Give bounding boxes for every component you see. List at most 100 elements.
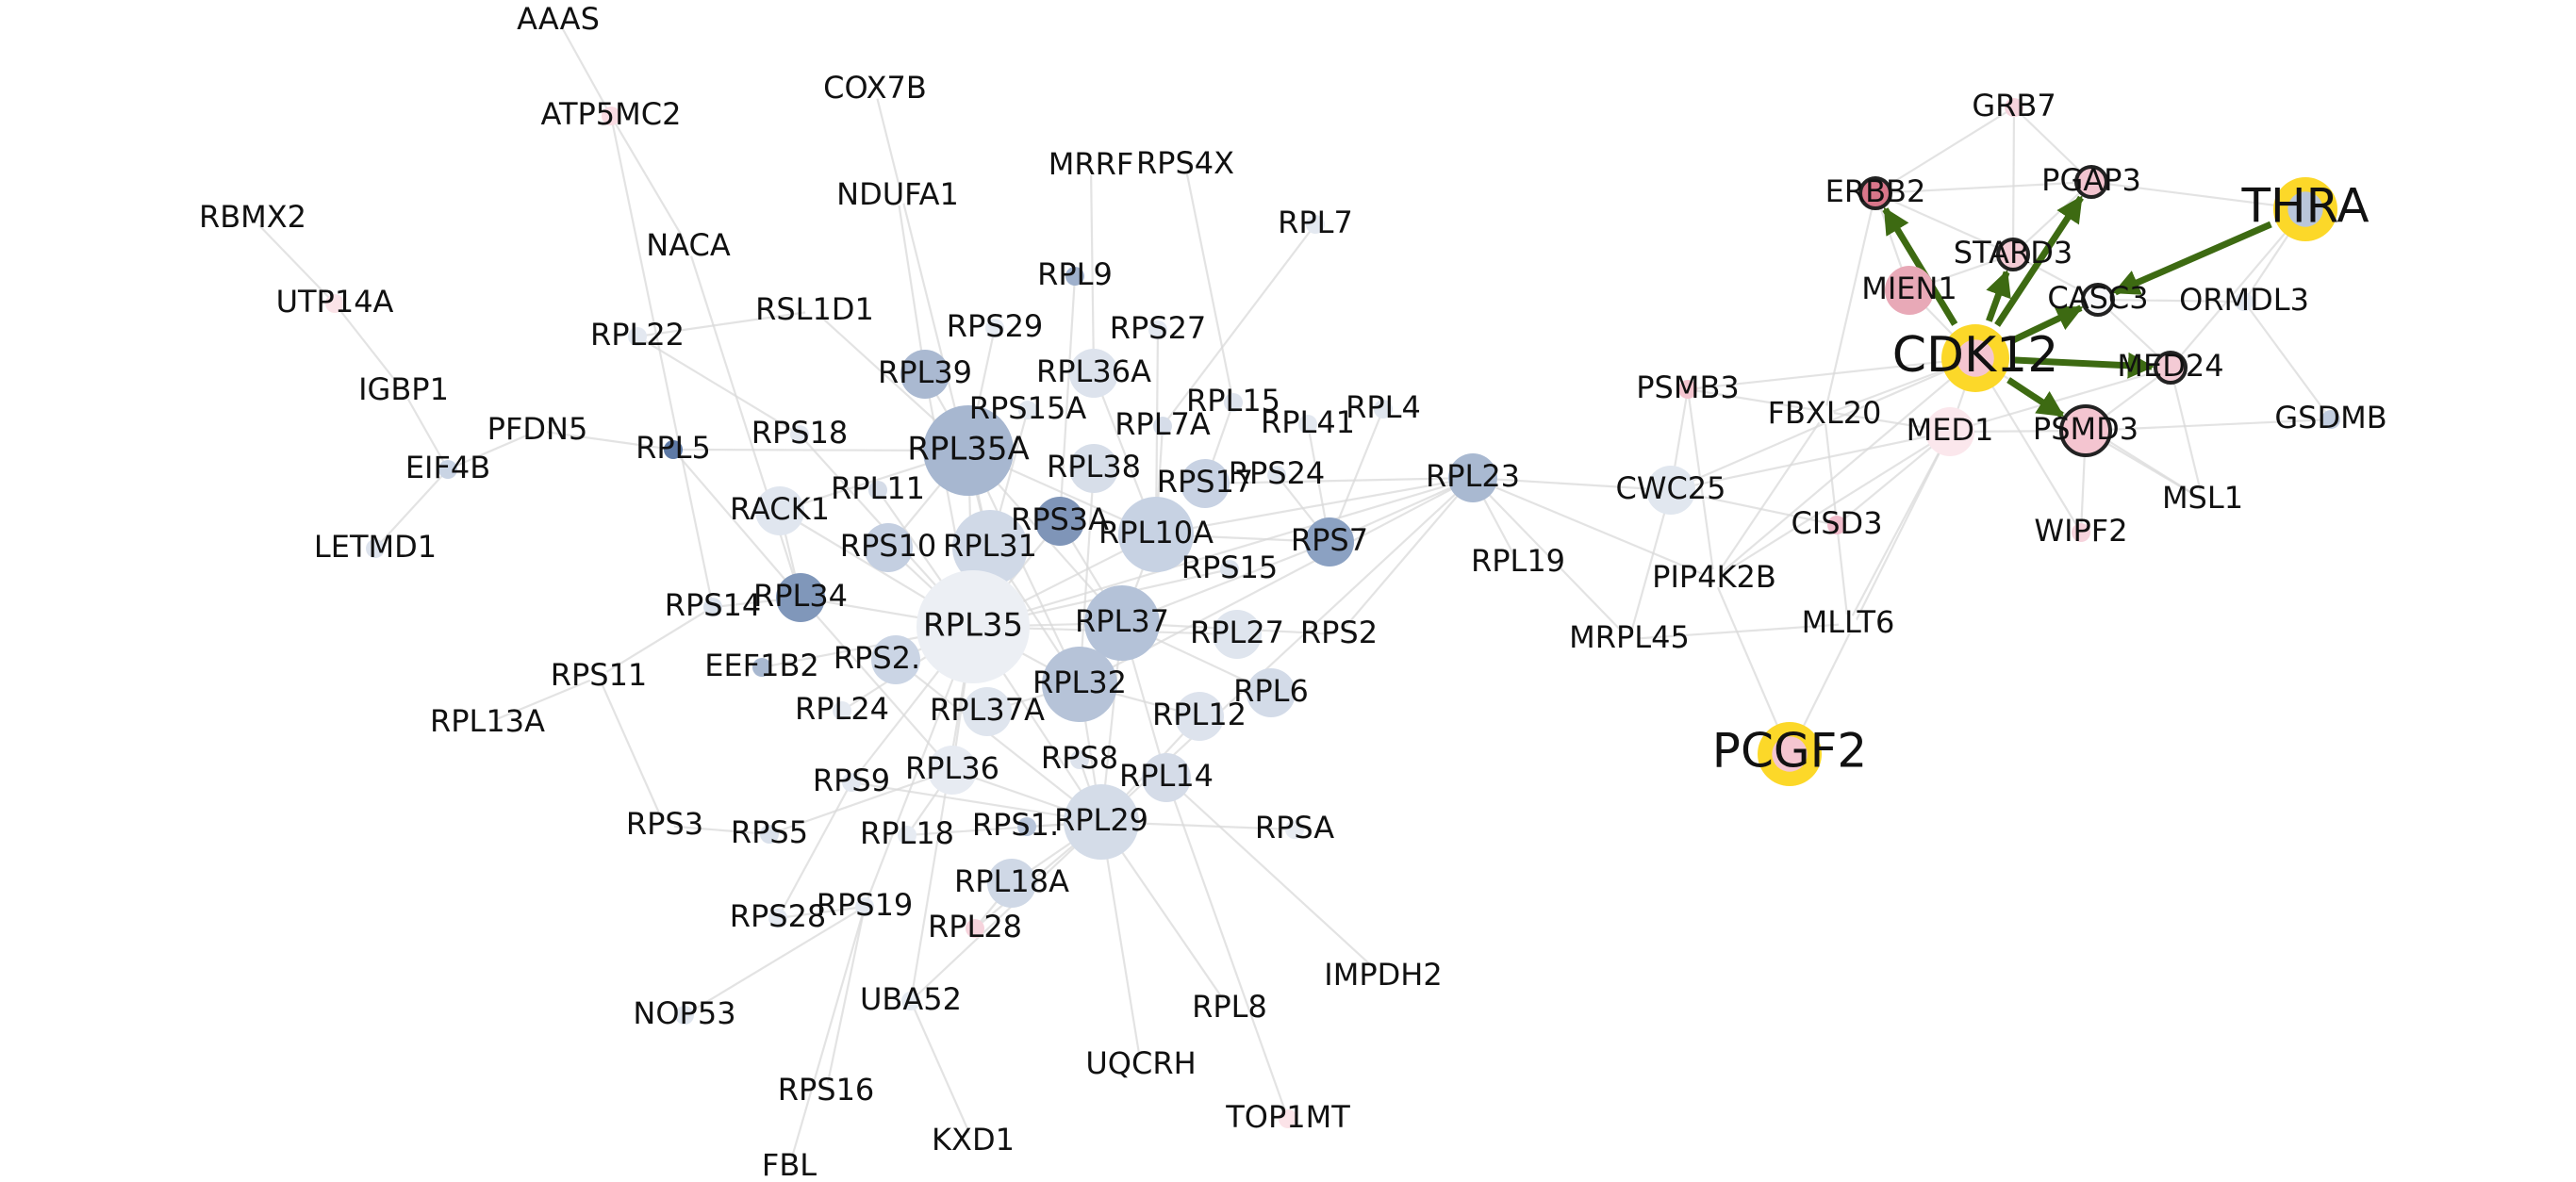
node-PSMD3[interactable] bbox=[2059, 404, 2112, 457]
node-EIF4B[interactable] bbox=[438, 460, 457, 479]
node-RBMX2[interactable] bbox=[243, 209, 262, 228]
node-GSDMB[interactable] bbox=[2321, 410, 2340, 429]
node-RACK1[interactable] bbox=[755, 486, 804, 535]
node-RPS17[interactable] bbox=[1181, 459, 1230, 508]
node-MRRF[interactable] bbox=[1082, 156, 1100, 175]
node-FBXL20[interactable] bbox=[1815, 405, 1834, 424]
node-ERBB2[interactable] bbox=[1858, 176, 1892, 210]
node-PIP4K2B[interactable] bbox=[1705, 569, 1724, 588]
node-RPSA[interactable] bbox=[1285, 820, 1304, 839]
node-UBA52[interactable] bbox=[901, 992, 920, 1010]
node-RPS10[interactable] bbox=[864, 523, 913, 572]
node-WIPF2[interactable] bbox=[2072, 523, 2090, 542]
node-RSL1D1[interactable] bbox=[805, 302, 824, 320]
node-CWC25[interactable] bbox=[1646, 466, 1695, 515]
node-RPS8[interactable] bbox=[1070, 750, 1089, 769]
node-COX7B[interactable] bbox=[866, 80, 884, 99]
node-PCGF2[interactable] bbox=[1772, 736, 1808, 772]
node-RPS14[interactable] bbox=[703, 598, 722, 616]
node-FBL[interactable] bbox=[780, 1157, 799, 1176]
node-MLLT6[interactable] bbox=[1839, 615, 1858, 633]
node-RPL31[interactable] bbox=[952, 510, 1028, 585]
node-RPL10A[interactable] bbox=[1118, 497, 1194, 572]
node-RPS9[interactable] bbox=[842, 773, 861, 792]
node-KXD1[interactable] bbox=[964, 1132, 983, 1151]
node-RPL35[interactable] bbox=[916, 570, 1030, 683]
node-GRB7[interactable] bbox=[2005, 98, 2023, 117]
node-NDUFA1[interactable] bbox=[888, 187, 907, 205]
node-RPS29[interactable] bbox=[985, 319, 1004, 337]
node-RPL22[interactable] bbox=[628, 327, 647, 346]
node-RPL35A[interactable] bbox=[923, 405, 1014, 496]
node-RPL7[interactable] bbox=[1306, 215, 1325, 234]
node-RPL27[interactable] bbox=[1213, 610, 1262, 659]
node-CDK12[interactable] bbox=[1957, 339, 1994, 377]
node-RPS3[interactable] bbox=[655, 816, 674, 835]
node-RPL18[interactable] bbox=[898, 826, 916, 845]
node-RPL4[interactable] bbox=[1374, 400, 1393, 419]
node-RPL41[interactable] bbox=[1298, 415, 1317, 434]
node-RPL32[interactable] bbox=[1042, 647, 1117, 722]
node-RPS15[interactable] bbox=[1220, 560, 1239, 579]
node-RPS3A[interactable] bbox=[1035, 497, 1084, 546]
node-RPL15[interactable] bbox=[1224, 393, 1243, 412]
node-RPL39[interactable] bbox=[900, 350, 949, 399]
node-RPS7[interactable] bbox=[1305, 517, 1354, 566]
node-RPL37A[interactable] bbox=[963, 687, 1012, 736]
node-RPL29[interactable] bbox=[1064, 784, 1139, 860]
node-RPS11[interactable] bbox=[589, 667, 608, 686]
node-RPL9[interactable] bbox=[1065, 267, 1084, 286]
node-STARD3[interactable] bbox=[1996, 238, 2030, 271]
node-PFDN5[interactable] bbox=[528, 421, 547, 440]
node-RPS16[interactable] bbox=[817, 1082, 835, 1101]
node-RPL5[interactable] bbox=[664, 440, 683, 459]
node-RPL23[interactable] bbox=[1448, 453, 1497, 502]
node-ORMDL3[interactable] bbox=[2235, 292, 2254, 311]
node-RPS4X[interactable] bbox=[1176, 156, 1195, 174]
node-AAAS[interactable] bbox=[549, 11, 568, 30]
node-CASC3[interactable] bbox=[2081, 283, 2115, 317]
node-RPS27[interactable] bbox=[1148, 320, 1167, 339]
node-MRPL45[interactable] bbox=[1620, 630, 1639, 648]
node-RPL37[interactable] bbox=[1084, 585, 1160, 661]
node-PSMB3[interactable] bbox=[1678, 380, 1697, 399]
node-MSL1[interactable] bbox=[2193, 490, 2212, 509]
node-MIEN1[interactable] bbox=[1885, 266, 1934, 315]
node-IMPDH2[interactable] bbox=[1374, 967, 1393, 986]
node-RPL28[interactable] bbox=[966, 919, 984, 938]
node-RPS2_[interactable] bbox=[871, 635, 920, 684]
node-RPL11[interactable] bbox=[868, 481, 887, 500]
node-RPL8[interactable] bbox=[1220, 999, 1239, 1018]
node-RPS28[interactable] bbox=[768, 909, 787, 928]
node-IGBP1[interactable] bbox=[394, 382, 413, 401]
node-RPL13A[interactable] bbox=[478, 714, 497, 732]
node-ATP5MC2[interactable] bbox=[602, 107, 620, 125]
node-PGAP3[interactable] bbox=[2074, 165, 2108, 199]
node-RPS24[interactable] bbox=[1267, 466, 1286, 484]
node-TOP1MT[interactable] bbox=[1279, 1109, 1297, 1128]
node-RPS1x[interactable] bbox=[1017, 817, 1036, 836]
node-RPL24[interactable] bbox=[833, 701, 851, 720]
node-RPL38[interactable] bbox=[1069, 444, 1118, 493]
node-RPL14[interactable] bbox=[1142, 753, 1191, 802]
node-RPS2[interactable] bbox=[1329, 625, 1348, 644]
node-RPS5[interactable] bbox=[760, 825, 779, 844]
node-MED24[interactable] bbox=[2154, 351, 2188, 385]
node-MED1[interactable] bbox=[1925, 407, 1974, 456]
node-RPL12[interactable] bbox=[1175, 692, 1224, 741]
node-RPL36[interactable] bbox=[928, 746, 977, 795]
node-EEF1B2[interactable] bbox=[752, 658, 771, 677]
node-RPS18[interactable] bbox=[790, 425, 809, 444]
node-NACA[interactable] bbox=[679, 238, 698, 256]
node-RPL19[interactable] bbox=[1509, 553, 1527, 572]
node-UQCRH[interactable] bbox=[1131, 1056, 1150, 1075]
node-RPL36A[interactable] bbox=[1069, 349, 1118, 398]
node-CISD3[interactable] bbox=[1827, 516, 1846, 534]
node-RPS19[interactable] bbox=[855, 897, 874, 916]
node-UTP14A[interactable] bbox=[325, 294, 344, 313]
node-RPL18A[interactable] bbox=[987, 859, 1036, 908]
node-NOP53[interactable] bbox=[675, 1006, 694, 1025]
node-RPL7A[interactable] bbox=[1153, 417, 1172, 435]
node-LETMD1[interactable] bbox=[366, 539, 385, 558]
node-RPS15A[interactable] bbox=[1018, 401, 1037, 419]
